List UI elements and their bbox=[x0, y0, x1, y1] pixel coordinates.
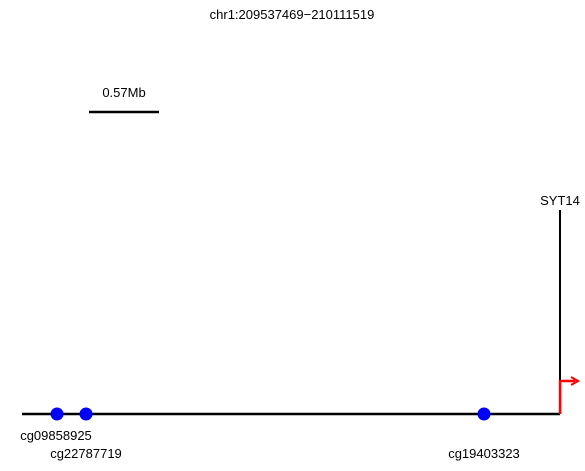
region-title: chr1:209537469−210111519 bbox=[210, 7, 375, 22]
tss-arrow-icon bbox=[558, 376, 581, 414]
probe-label-cg09858925: cg09858925 bbox=[20, 428, 92, 443]
probe-label-cg22787719: cg22787719 bbox=[50, 446, 122, 461]
probe-label-cg19403323: cg19403323 bbox=[448, 446, 520, 461]
probe-point-cg22787719 bbox=[79, 407, 93, 421]
scale-bar-label: 0.57Mb bbox=[102, 85, 145, 100]
probe-point-cg19403323 bbox=[477, 407, 491, 421]
probe-point-cg09858925 bbox=[50, 407, 64, 421]
gene-label: SYT14 bbox=[540, 193, 580, 208]
